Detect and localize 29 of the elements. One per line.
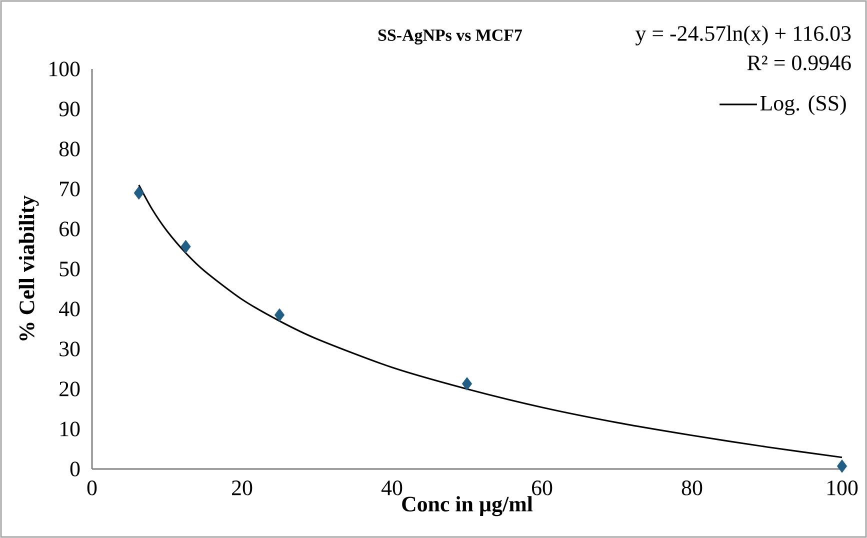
- x-tick-label: 60: [532, 480, 552, 496]
- y-tick-label: 90: [59, 102, 80, 116]
- annotation: R² = 0.9946: [747, 55, 851, 70]
- line-series: [138, 184, 843, 458]
- point: [134, 186, 144, 200]
- text: y = -24.57ln(x) + 116.03: [635, 26, 851, 46]
- point: [274, 308, 285, 322]
- x-tick-label: 40: [381, 480, 402, 496]
- point: [462, 377, 472, 390]
- x-tick-label: 80: [682, 480, 702, 496]
- y-tick-label: 0: [70, 462, 80, 476]
- x-tick-label: 20: [232, 480, 252, 496]
- y-tick-label: 50: [60, 262, 80, 276]
- point: [180, 240, 191, 254]
- point: [836, 459, 848, 473]
- legend-label: Log. (SS): [760, 95, 846, 116]
- chart-title: SS-AgNPs vs MCF7: [378, 29, 522, 44]
- y-tick-label: 30: [60, 342, 80, 356]
- y-tick-label: 70: [60, 182, 80, 196]
- y-axis-title: % Cell viability: [18, 196, 39, 340]
- y-tick-label: 40: [59, 302, 80, 316]
- y-tick-label: 100: [50, 62, 80, 76]
- y-tick-label: 60: [60, 222, 80, 236]
- y-tick-label: 80: [59, 142, 80, 156]
- y-tick-label: 10: [60, 422, 80, 436]
- x-tick-label: 0: [87, 480, 97, 496]
- x-axis-title: Conc in µg/ml: [402, 496, 533, 516]
- x-tick-label: 100: [827, 480, 858, 496]
- y-tick-label: 20: [60, 382, 80, 396]
